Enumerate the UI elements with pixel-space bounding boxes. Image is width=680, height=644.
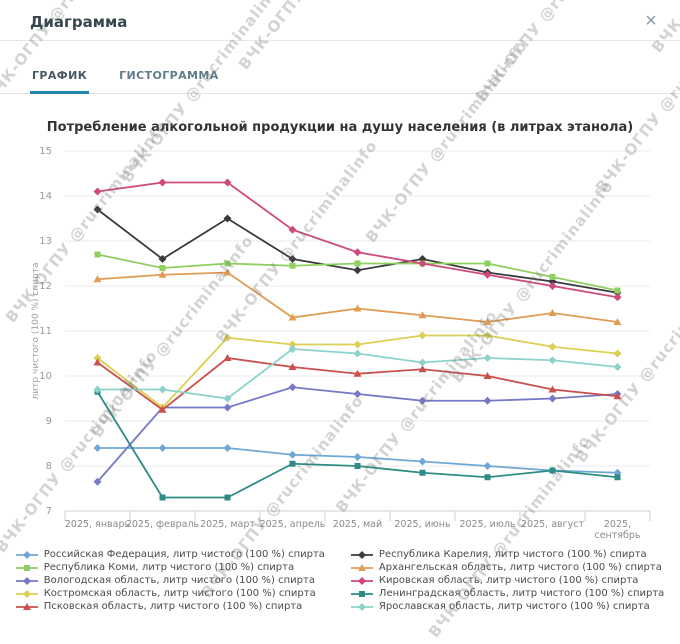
dialog-header: Диаграмма × (0, 0, 680, 41)
legend-marker-icon (350, 602, 373, 611)
x-tick-label: 2025, июнь (394, 519, 451, 530)
legend-label: Российская Федерация, литр чистого (100 … (43, 549, 325, 560)
legend-label: Кировская область, литр чистого (100 %) … (378, 575, 639, 586)
chart-title: Потребление алкогольной продукции на душ… (46, 120, 634, 135)
line-chart: 7 8 9 10 11 12 13 14 15 литр чистого (100 %) спир… (31, 146, 651, 541)
y-tick-label: 10 (39, 371, 52, 382)
legend-item[interactable]: Костромская область, литр чистого (100 %… (15, 588, 325, 599)
series-line (93, 444, 622, 477)
x-tick-label: 2025, июль (459, 519, 515, 530)
tab-grafik[interactable]: ГРАФИК (30, 61, 90, 94)
series-line (93, 383, 622, 486)
y-tick-label: 7 (46, 506, 52, 517)
series-line (93, 354, 622, 413)
legend-label: Республика Карелия, литр чистого (100 %)… (378, 549, 647, 560)
y-tick-label: 8 (46, 461, 52, 472)
series-line (93, 345, 622, 403)
legend-marker-icon (15, 564, 38, 571)
legend-label: Вологодская область, литр чистого (100 %… (43, 575, 315, 586)
legend-item[interactable]: Псковская область, литр чистого (100 %) … (15, 601, 325, 612)
legend-item[interactable]: Кировская область, литр чистого (100 %) … (350, 575, 664, 586)
legend-label: Ярославская область, литр чистого (100 %… (378, 601, 650, 612)
line-chart-area: 7 8 9 10 11 12 13 14 15 литр чистого (100 %) спир… (0, 139, 680, 547)
chart-legend: Российская Федерация, литр чистого (100 … (0, 549, 680, 612)
close-icon[interactable]: × (638, 8, 664, 34)
legend-label: Ленинградская область, литр чистого (100… (378, 588, 665, 599)
legend-marker-icon (350, 563, 373, 571)
legend-marker-icon (350, 550, 373, 559)
legend-marker-icon (15, 576, 38, 585)
legend-item[interactable]: Ярославская область, литр чистого (100 %… (350, 601, 664, 612)
x-tick-label: 2025, сентябрь (594, 519, 640, 541)
y-tick-label: 15 (39, 146, 52, 157)
x-tick-label: 2025, март (200, 519, 255, 530)
legend-item[interactable]: Российская Федерация, литр чистого (100 … (15, 549, 325, 560)
legend-marker-icon (15, 602, 38, 610)
y-tick-label: 13 (39, 236, 52, 247)
legend-label: Костромская область, литр чистого (100 %… (43, 588, 316, 599)
dialog-title: Диаграмма (30, 13, 128, 31)
series-line (93, 268, 622, 325)
series-line (93, 331, 622, 412)
x-tick-label: 2025, август (521, 519, 584, 530)
legend-marker-icon (350, 576, 373, 585)
legend-marker-icon (350, 590, 373, 597)
legend-item[interactable]: Республика Коми, литр чистого (100 %) сп… (15, 562, 325, 573)
y-tick-label: 11 (39, 326, 52, 337)
y-tick-label: 9 (46, 416, 52, 427)
legend-label: Республика Коми, литр чистого (100 %) сп… (43, 562, 295, 573)
y-tick-label: 12 (39, 281, 52, 292)
y-tick-label: 14 (39, 191, 52, 202)
x-tick-label: 2025, апрель (260, 519, 326, 530)
series-line (94, 388, 621, 501)
legend-label: Архангельская область, литр чистого (100… (378, 562, 662, 573)
legend-item[interactable]: Архангельская область, литр чистого (100… (350, 562, 664, 573)
tab-bar: ГРАФИК ГИСТОГРАММА (0, 61, 680, 94)
x-tick-label: 2025, май (333, 519, 382, 530)
y-axis-title: литр чистого (100 %) спирта (31, 262, 41, 399)
series-line (93, 178, 622, 302)
legend-marker-icon (15, 589, 38, 598)
x-tick-label: 2025, январь (65, 519, 131, 530)
x-tick-label: 2025, февраль (126, 519, 200, 530)
series-line (93, 205, 622, 297)
legend-marker-icon (15, 550, 38, 559)
tab-gistogramma[interactable]: ГИСТОГРАММА (119, 69, 219, 82)
legend-item[interactable]: Ленинградская область, литр чистого (100… (350, 588, 665, 599)
legend-item[interactable]: Вологодская область, литр чистого (100 %… (15, 575, 325, 586)
legend-item[interactable]: Республика Карелия, литр чистого (100 %)… (350, 549, 664, 560)
legend-label: Псковская область, литр чистого (100 %) … (43, 601, 303, 612)
